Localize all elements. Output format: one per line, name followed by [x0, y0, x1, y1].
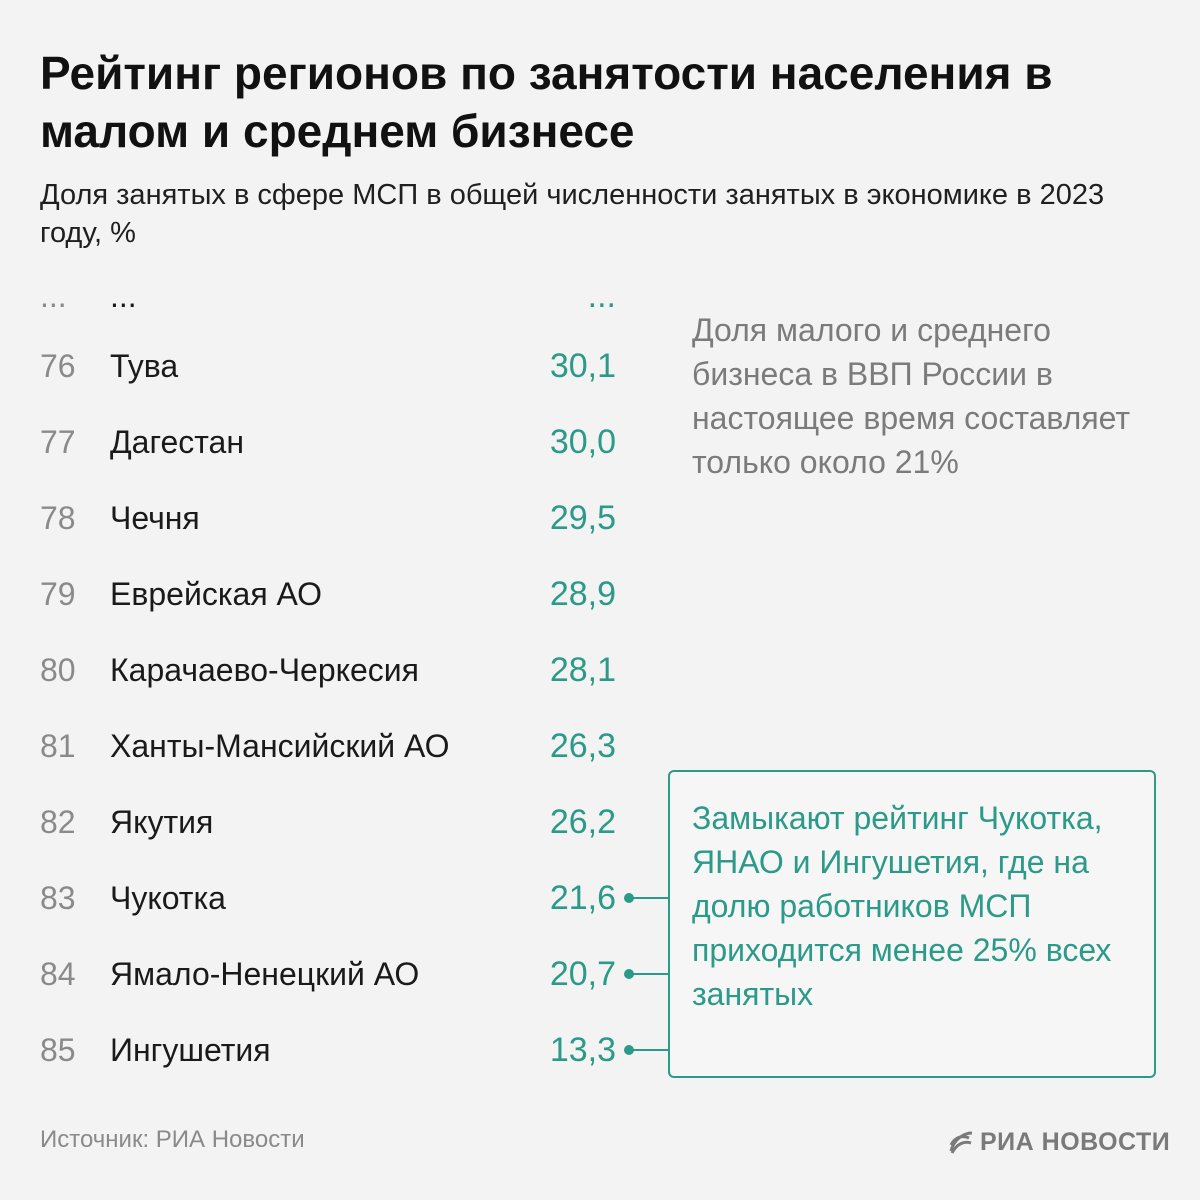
region-cell: Ямало-Ненецкий АО	[110, 956, 420, 992]
table-row: 85 Ингушетия 13,3	[0, 1020, 640, 1096]
table-row: 82 Якутия 26,2	[0, 792, 640, 868]
rank-cell: 85	[40, 1032, 76, 1068]
value-ellipsis: ...	[587, 277, 616, 315]
callout-box: Замыкают рейтинг Чукотка, ЯНАО и Ингушет…	[668, 770, 1156, 1078]
table-row: 79 Еврейская АО 28,9	[0, 564, 640, 640]
region-cell: Ингушетия	[110, 1032, 271, 1068]
value-cell: 26,2	[549, 803, 616, 841]
rank-cell: 82	[40, 804, 76, 840]
rank-cell: 80	[40, 652, 76, 688]
region-cell: Дагестан	[110, 424, 244, 460]
table-row: 80 Карачаево-Черкесия 28,1	[0, 640, 640, 716]
region-ellipsis: ...	[110, 278, 137, 314]
region-cell: Чечня	[110, 500, 200, 536]
value-cell: 29,5	[549, 499, 616, 537]
rank-cell: 78	[40, 500, 76, 536]
table-row: 77 Дагестан 30,0	[0, 412, 640, 488]
callout-text: Замыкают рейтинг Чукотка, ЯНАО и Ингушет…	[692, 800, 1112, 1012]
rank-cell: 76	[40, 348, 76, 384]
table-row: 81 Ханты-Мансийский АО 26,3	[0, 716, 640, 792]
value-cell: 28,1	[549, 651, 616, 689]
page-subtitle: Доля занятых в сфере МСП в общей численн…	[40, 179, 1105, 249]
table-row: 84 Ямало-Ненецкий АО 20,7	[0, 944, 640, 1020]
region-cell: Еврейская АО	[110, 576, 323, 612]
rank-cell: 83	[40, 880, 76, 916]
value-cell: 30,1	[549, 347, 616, 385]
value-cell: 20,7	[549, 955, 616, 993]
rank-ellipsis: ...	[40, 278, 67, 314]
ranking-table: ... ... ... 76 Тува 30,1 77 Дагестан 30,0 78 Че…	[0, 276, 640, 1096]
value-cell: 21,6	[549, 879, 616, 917]
region-cell: Якутия	[110, 804, 214, 840]
source-label: Источник: РИА Новости	[40, 1126, 305, 1153]
rank-cell: 84	[40, 956, 76, 992]
value-cell: 28,9	[549, 575, 616, 613]
table-row: 76 Тува 30,1	[0, 336, 640, 412]
gdp-share-note: Доля малого и среднего бизнеса в ВВП Рос…	[692, 312, 1131, 480]
table-row-ellipsis: ... ... ...	[0, 276, 640, 336]
region-cell: Карачаево-Черкесия	[110, 652, 419, 688]
rank-cell: 77	[40, 424, 76, 460]
rank-cell: 81	[40, 728, 76, 764]
rank-cell: 79	[40, 576, 76, 612]
value-cell: 13,3	[549, 1031, 616, 1069]
ria-logo-text: РИА НОВОСТИ	[980, 1127, 1171, 1156]
region-cell: Тува	[110, 348, 179, 384]
page-title: Рейтинг регионов по занятости населения …	[40, 47, 1053, 157]
region-cell: Чукотка	[110, 880, 226, 916]
ria-logo: РИА НОВОСТИ	[948, 1124, 1170, 1160]
region-cell: Ханты-Мансийский АО	[110, 728, 450, 764]
value-cell: 26,3	[549, 727, 616, 765]
table-rows: 76 Тува 30,1 77 Дагестан 30,0 78 Чечня 29,5 79 Евр…	[0, 336, 640, 1096]
value-cell: 30,0	[549, 423, 616, 461]
table-row: 78 Чечня 29,5	[0, 488, 640, 564]
ria-logo-icon	[949, 1131, 973, 1154]
table-row: 83 Чукотка 21,6	[0, 868, 640, 944]
